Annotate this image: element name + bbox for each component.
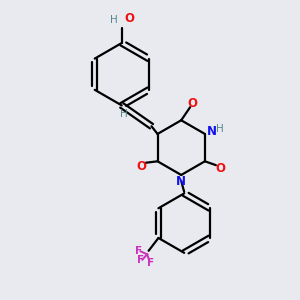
Text: O: O <box>136 160 146 172</box>
Text: H: H <box>217 124 224 134</box>
Text: H: H <box>110 15 118 25</box>
Text: O: O <box>124 12 134 25</box>
Text: H: H <box>120 109 128 119</box>
Text: N: N <box>176 175 186 188</box>
Text: F: F <box>135 246 142 256</box>
Text: N: N <box>206 125 216 138</box>
Text: O: O <box>215 162 225 175</box>
Text: F: F <box>137 255 144 265</box>
Text: O: O <box>187 97 197 110</box>
Text: F: F <box>147 258 154 268</box>
